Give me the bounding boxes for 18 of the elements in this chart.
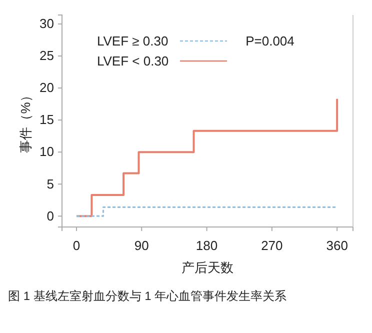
y-tick-label: 15 <box>40 112 54 128</box>
x-tick-label: 360 <box>326 238 348 254</box>
x-tick-label: 90 <box>134 238 149 254</box>
caption: 图 1 基线左室射血分数与 1 年心血管事件发生率关系 <box>8 289 287 303</box>
y-tick-label: 25 <box>40 48 54 64</box>
y-tick-label: 0 <box>46 208 54 224</box>
y-axis-title: 事件（%） <box>18 89 33 153</box>
x-tick-label: 180 <box>196 238 218 254</box>
x-tick-label: 270 <box>261 238 283 254</box>
y-tick-label: 5 <box>46 176 54 192</box>
legend-label: LVEF < 0.30 <box>97 54 169 68</box>
x-axis-title: 产后天数 <box>182 260 234 275</box>
legend-label: LVEF ≥ 0.30 <box>97 34 168 48</box>
x-tick-label: 0 <box>72 238 80 254</box>
y-tick-label: 20 <box>40 80 54 96</box>
y-tick-label: 30 <box>40 16 54 32</box>
y-tick-label: 10 <box>40 144 54 160</box>
annotation: P=0.004 <box>246 34 294 48</box>
